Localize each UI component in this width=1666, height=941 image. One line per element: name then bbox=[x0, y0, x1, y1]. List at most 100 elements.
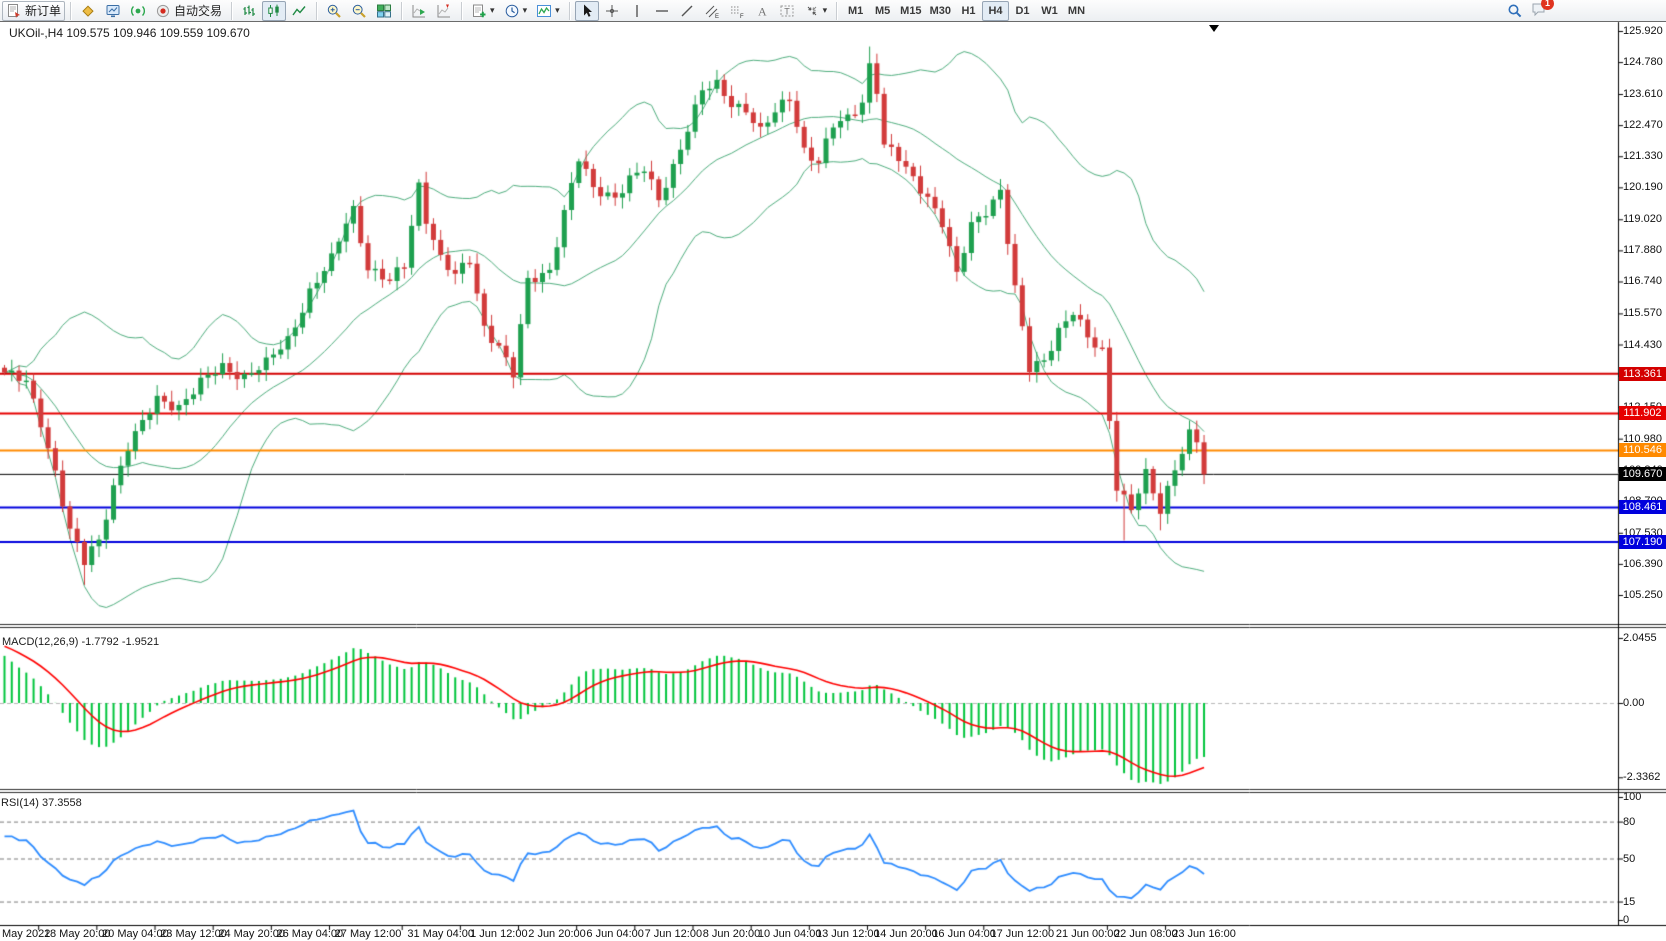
notifications-button[interactable]: 1 bbox=[1531, 0, 1554, 22]
zoom-out-button[interactable] bbox=[347, 1, 371, 21]
timeframe-h1-button[interactable]: H1 bbox=[955, 1, 982, 21]
rsi-axis-label: 100 bbox=[1623, 791, 1642, 803]
time-axis-label: 31 May 04:00 bbox=[407, 928, 475, 940]
toolbar-separator bbox=[568, 1, 570, 20]
text-label-icon: T bbox=[780, 5, 794, 16]
timeframe-d1-button[interactable]: D1 bbox=[1009, 1, 1036, 21]
price-line-tag: 108.461 bbox=[1619, 500, 1666, 515]
toolbar-separator bbox=[316, 1, 318, 20]
timeframe-m1-button[interactable]: M1 bbox=[842, 1, 869, 21]
price-axis-label: 119.020 bbox=[1623, 213, 1662, 226]
time-axis-label: 6 Jun 04:00 bbox=[586, 928, 644, 940]
rsi-axis-label: 15 bbox=[1623, 895, 1636, 908]
macd-indicator-label: MACD(12,26,9) -1.7792 -1.9521 bbox=[2, 636, 160, 648]
tile-windows-button[interactable] bbox=[372, 1, 396, 21]
vertical-line-icon bbox=[635, 4, 638, 17]
candlestick-chart-icon bbox=[268, 4, 279, 17]
time-axis-label: 17 Jun 12:00 bbox=[990, 928, 1055, 940]
dropdown-caret-icon: ▾ bbox=[522, 5, 528, 15]
market-watch-button[interactable] bbox=[101, 1, 125, 21]
crosshair-tool-button[interactable] bbox=[600, 1, 624, 21]
clock-icon bbox=[505, 4, 518, 17]
time-axis-label: 18 May 20:00 bbox=[43, 928, 111, 940]
timeframe-m30-button[interactable]: M30 bbox=[926, 1, 955, 21]
price-line-tag: 110.546 bbox=[1619, 443, 1666, 458]
toolbar-separator bbox=[461, 1, 463, 20]
price-axis-label: 123.610 bbox=[1623, 88, 1663, 101]
toolbar-separator bbox=[836, 1, 838, 20]
line-chart-button[interactable] bbox=[287, 1, 311, 21]
profiles-icon bbox=[82, 4, 94, 17]
periods-button[interactable]: ▾ bbox=[500, 1, 532, 21]
new-order-button[interactable]: 新订单 bbox=[2, 0, 66, 21]
price-axis-label: 125.920 bbox=[1623, 25, 1663, 37]
bar-chart-icon bbox=[243, 5, 256, 16]
time-axis-label: 8 Jun 20:00 bbox=[702, 928, 761, 940]
new-order-icon bbox=[8, 3, 20, 18]
timeframe-m5-button[interactable]: M5 bbox=[869, 1, 896, 21]
templates-button[interactable]: ▾ bbox=[467, 1, 499, 21]
data-window-button[interactable] bbox=[126, 1, 150, 21]
horizontal-line-tool-button[interactable] bbox=[650, 1, 674, 21]
price-line-tag: 113.361 bbox=[1619, 366, 1666, 381]
toolbar-separator bbox=[401, 1, 403, 20]
macd-axis-label: 2.0455 bbox=[1623, 631, 1657, 644]
arrow-objects-icon bbox=[807, 6, 816, 15]
timeframe-mn-button[interactable]: MN bbox=[1063, 1, 1090, 21]
price-axis-label: 106.390 bbox=[1623, 557, 1663, 570]
price-axis-label: 110.980 bbox=[1623, 432, 1662, 445]
macd-axis-label: 0.00 bbox=[1623, 697, 1645, 709]
search-icon[interactable] bbox=[1507, 3, 1523, 19]
dropdown-caret-icon: ▾ bbox=[490, 5, 495, 15]
time-axis-label: May 2022 bbox=[2, 928, 51, 940]
timeframe-m15-button[interactable]: M15 bbox=[896, 1, 925, 21]
top-toolbar: 新订单 自动交易 bbox=[0, 0, 1666, 22]
time-axis-label: 23 May 12:00 bbox=[160, 928, 227, 940]
svg-text:A: A bbox=[758, 4, 767, 18]
price-axis-label: 121.330 bbox=[1623, 150, 1663, 163]
candlestick-chart-button[interactable] bbox=[262, 0, 287, 21]
svg-text:F: F bbox=[740, 14, 744, 19]
indicators-button[interactable]: ▾ bbox=[532, 1, 564, 21]
time-axis-label: 13 Jun 12:00 bbox=[816, 928, 880, 940]
price-axis-label: 117.880 bbox=[1623, 244, 1662, 257]
equidistant-channel-tool-button[interactable]: E bbox=[700, 1, 724, 21]
crosshair-icon bbox=[605, 4, 618, 17]
autotrading-label: 自动交易 bbox=[174, 4, 223, 18]
time-axis-label: 10 Jun 04:00 bbox=[757, 928, 822, 940]
price-axis-label: 115.570 bbox=[1623, 307, 1662, 320]
tile-windows-icon bbox=[377, 4, 392, 17]
profiles-button[interactable] bbox=[76, 1, 100, 21]
time-axis-label: 14 Jun 20:00 bbox=[874, 928, 938, 940]
text-icon: A bbox=[758, 4, 767, 18]
dropdown-caret-icon: ▾ bbox=[822, 5, 828, 15]
auto-scroll-button[interactable] bbox=[407, 1, 431, 21]
timeframe-h4-button[interactable]: H4 bbox=[981, 0, 1009, 21]
notification-badge: 1 bbox=[1541, 0, 1554, 10]
macd-axis-label: -2.3362 bbox=[1623, 771, 1661, 784]
chart-shift-marker[interactable] bbox=[1209, 25, 1219, 32]
text-tool-button[interactable]: A bbox=[750, 1, 774, 21]
price-axis-label: 105.250 bbox=[1623, 589, 1663, 601]
chart-shift-button[interactable] bbox=[432, 1, 456, 21]
timeframe-w1-button[interactable]: W1 bbox=[1036, 1, 1063, 21]
time-axis-label: 26 May 04:00 bbox=[276, 928, 344, 940]
toolbar-separator bbox=[231, 1, 233, 20]
line-chart-icon bbox=[292, 5, 306, 15]
vertical-line-tool-button[interactable] bbox=[625, 1, 649, 21]
svg-text:T: T bbox=[784, 6, 790, 16]
arrows-tool-button[interactable]: ▾ bbox=[800, 1, 832, 21]
toolbar-right: 1 bbox=[1507, 0, 1554, 22]
market-watch-icon bbox=[106, 4, 120, 17]
trendline-tool-button[interactable] bbox=[675, 1, 699, 21]
fibonacci-icon: F bbox=[730, 6, 744, 19]
chart-shift-icon bbox=[437, 4, 451, 17]
zoom-in-button[interactable] bbox=[322, 1, 346, 21]
fibonacci-tool-button[interactable]: F bbox=[725, 1, 749, 21]
bar-chart-button[interactable] bbox=[237, 1, 261, 21]
cursor-tool-button[interactable] bbox=[574, 0, 599, 21]
indicators-icon bbox=[537, 4, 552, 17]
autotrading-button[interactable]: 自动交易 bbox=[151, 1, 226, 21]
text-label-tool-button[interactable]: T bbox=[775, 1, 799, 21]
